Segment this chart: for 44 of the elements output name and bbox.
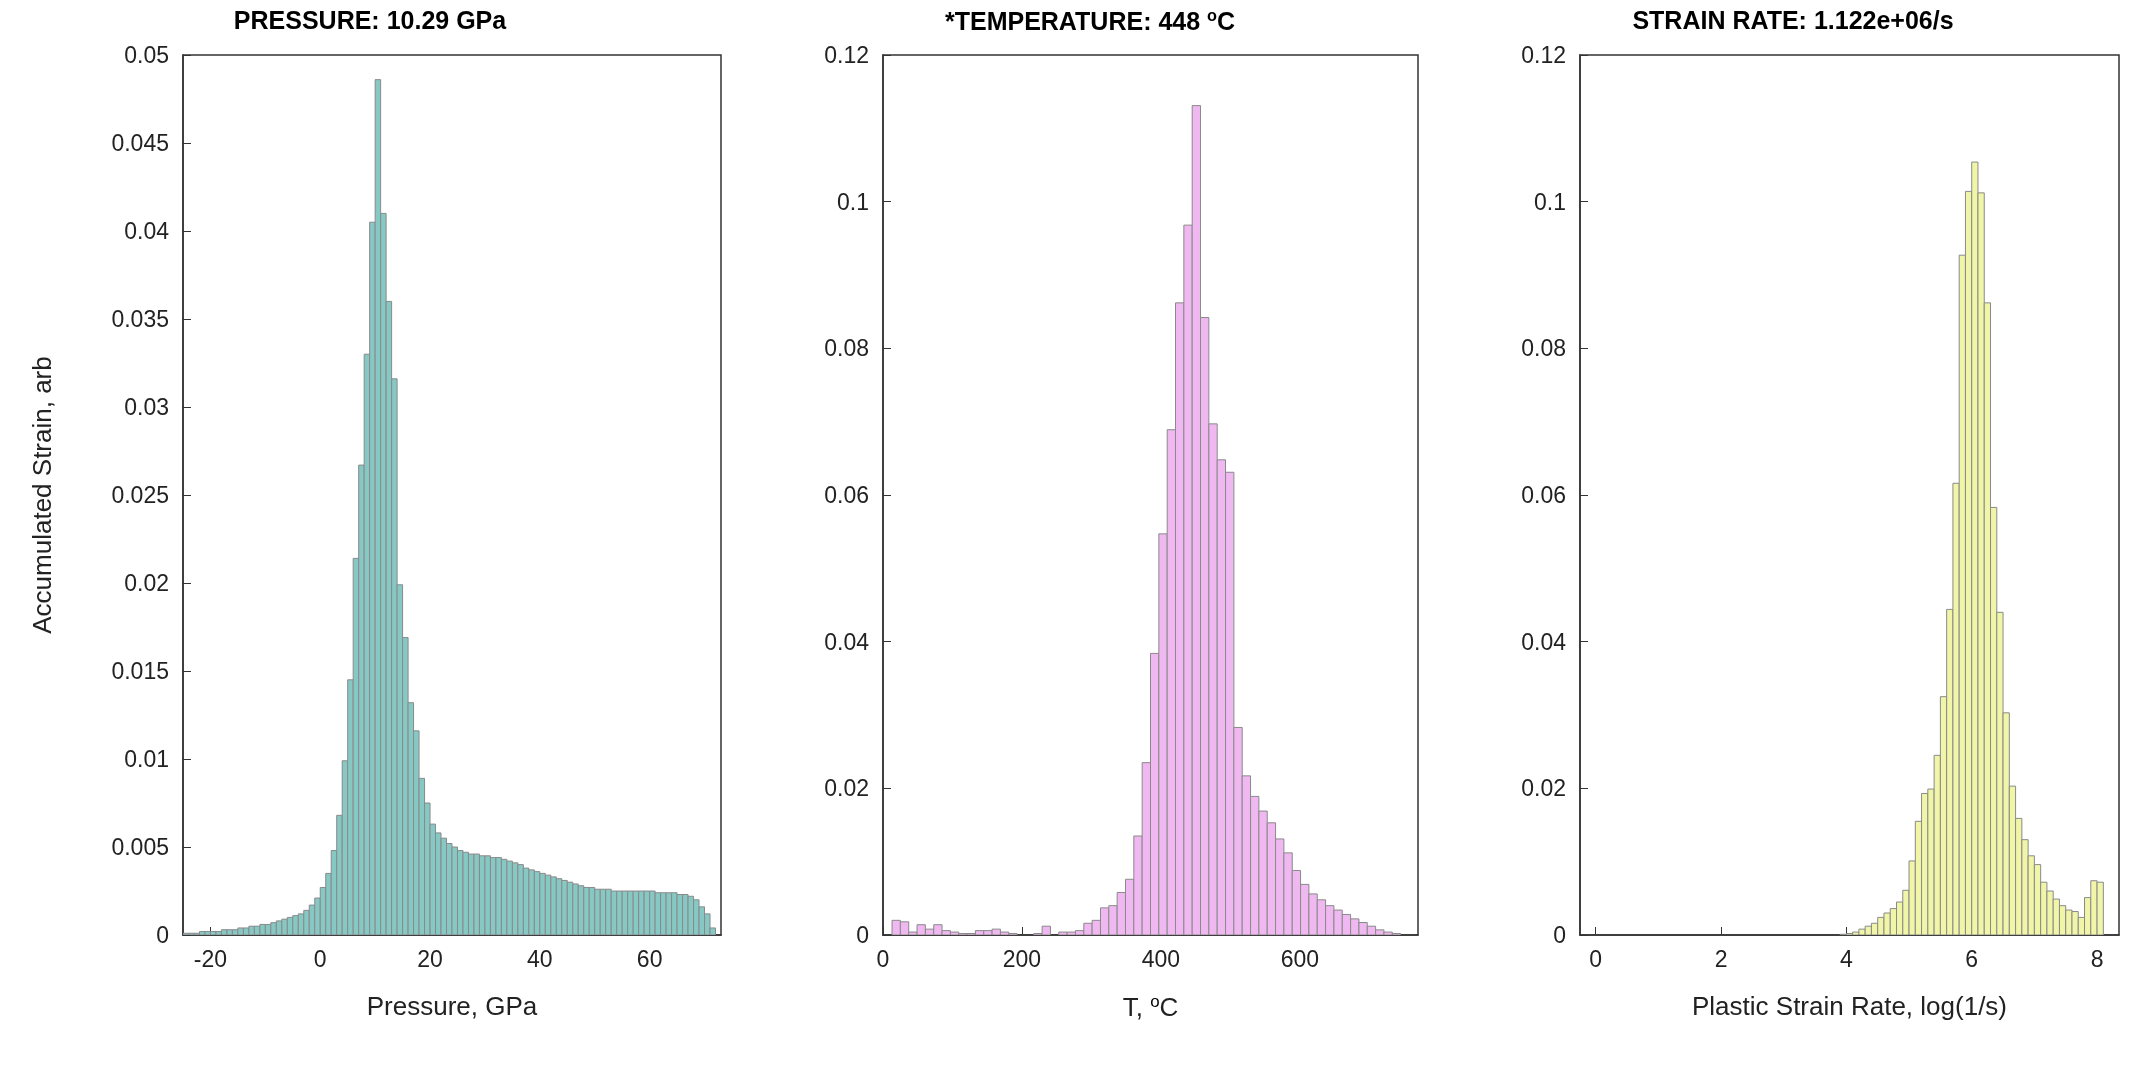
y-tick-label: 0	[156, 922, 169, 948]
y-tick-label: 0.01	[124, 746, 169, 772]
y-tick-label: 0.12	[824, 42, 869, 68]
x-tick-label: 20	[417, 945, 443, 972]
x-tick-label: 0	[1589, 945, 1603, 972]
x-axis-title: Pressure, GPa	[366, 991, 538, 1021]
y-tick-label: 0.08	[1521, 335, 1566, 362]
y-tick-label: 0.06	[824, 482, 869, 508]
y-tick-label: 0.005	[111, 834, 169, 860]
y-tick-label: 0.04	[1521, 628, 1567, 655]
x-tick-label: 2	[1714, 945, 1728, 972]
y-axis-title: Accumulated Strain, arb	[27, 356, 57, 634]
y-tick-label: 0.02	[824, 775, 869, 802]
x-tick-label: 40	[527, 945, 553, 972]
y-tick-label: 0.1	[1534, 188, 1566, 215]
y-tick-label: 0.02	[1521, 775, 1566, 802]
y-tick-label: 0	[1553, 922, 1566, 948]
x-tick-label: 600	[1280, 945, 1320, 972]
y-tick-label: 0.015	[111, 658, 169, 684]
y-tick-label: 0.02	[124, 570, 169, 596]
chart-title: STRAIN RATE: 1.122e+06/s	[1632, 5, 1954, 34]
chart-title: PRESSURE: 10.29 GPa	[233, 5, 508, 34]
x-tick-label: 0	[313, 945, 327, 972]
y-tick-label: 0.05	[124, 42, 169, 68]
y-tick-label: 0.1	[837, 188, 869, 215]
x-tick-label: 60	[636, 945, 663, 972]
y-tick-label: 0.035	[111, 306, 169, 332]
x-tick-label: 4	[1839, 945, 1853, 972]
x-tick-label: 400	[1141, 945, 1181, 972]
y-tick-label: 0.025	[111, 482, 169, 508]
y-tick-label: 0.06	[1521, 482, 1566, 508]
x-tick-label: 8	[2090, 945, 2104, 972]
x-tick-label: 0	[876, 945, 890, 972]
x-tick-label: -20	[193, 945, 228, 972]
x-axis-title: Plastic Strain Rate, log(1/s)	[1691, 991, 2008, 1021]
y-tick-label: 0.04	[124, 218, 170, 244]
y-tick-label: 0.045	[111, 130, 169, 156]
y-tick-label: 0.03	[124, 394, 169, 420]
y-tick-label: 0.12	[1521, 42, 1566, 68]
y-tick-label: 0.08	[824, 335, 869, 362]
x-tick-label: 6	[1965, 945, 1979, 972]
y-tick-label: 0.04	[824, 628, 870, 655]
x-tick-label: 200	[1002, 945, 1042, 972]
y-tick-label: 0	[856, 922, 869, 948]
